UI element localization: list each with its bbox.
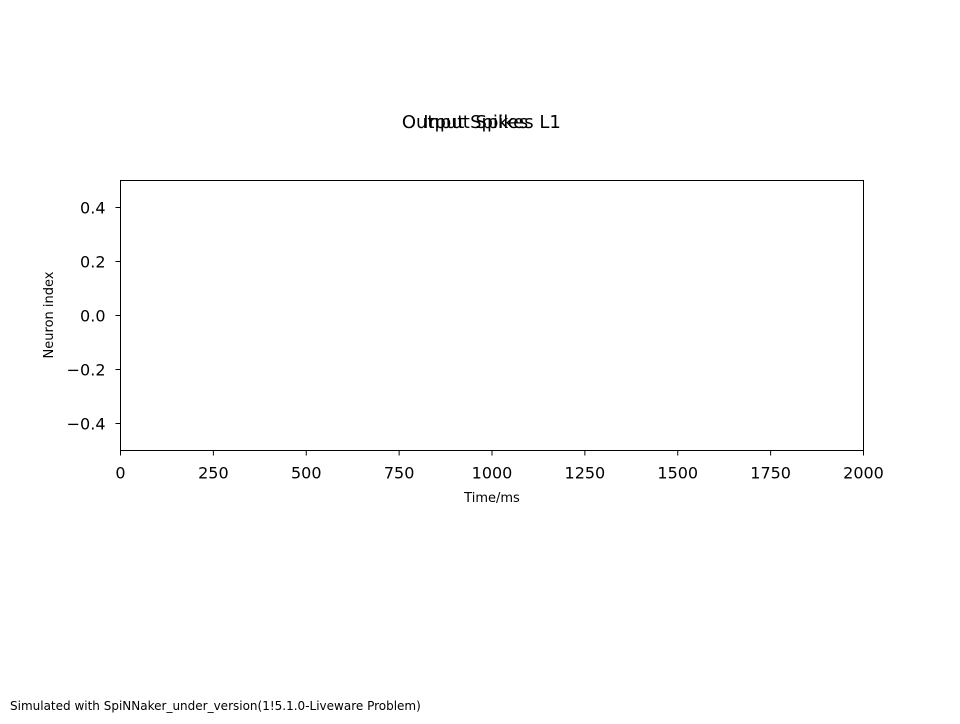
y-axis-ticks: 0.4 0.2 0.0 −0.2 −0.4 [67, 199, 121, 434]
footer-version-text: Simulated with SpiNNaker_under_version(1… [10, 699, 421, 713]
x-tick-label: 1750 [750, 464, 791, 483]
y-tick-label: 0.0 [80, 307, 105, 326]
x-tick-label: 1250 [565, 464, 606, 483]
x-tick-label: 500 [291, 464, 322, 483]
y-tick-label: −0.4 [67, 415, 106, 434]
plot-area-frame [120, 180, 864, 451]
chart-title-input: Input Spikes L1 [423, 112, 561, 133]
x-tick-label: 1000 [472, 464, 513, 483]
y-tick-label: −0.2 [67, 361, 106, 380]
x-tick-label: 2000 [843, 464, 884, 483]
x-axis-label: Time/ms [463, 491, 520, 506]
x-tick-label: 0 [115, 464, 125, 483]
chart-title-output: Output Spikes [402, 112, 528, 133]
y-tick-label: 0.4 [80, 199, 105, 218]
y-tick-label: 0.2 [80, 253, 105, 272]
x-tick-label: 1500 [657, 464, 698, 483]
x-tick-label: 750 [384, 464, 415, 483]
x-tick-label: 250 [198, 464, 229, 483]
x-axis-ticks: 0 250 500 750 1000 1250 1500 1750 2000 [115, 450, 884, 483]
y-axis-label: Neuron index [42, 271, 57, 358]
